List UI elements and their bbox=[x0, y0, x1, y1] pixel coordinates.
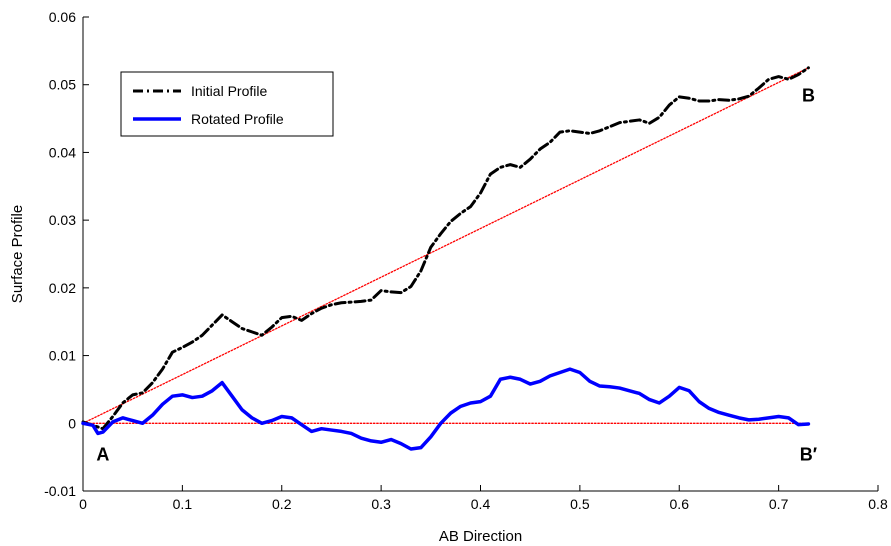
y-tick-label: 0.05 bbox=[49, 77, 76, 93]
initial-profile-line bbox=[81, 66, 810, 431]
x-tick-label: 0.5 bbox=[570, 496, 590, 512]
x-axis-title: AB Direction bbox=[439, 528, 522, 545]
y-tick-label: -0.01 bbox=[44, 483, 76, 499]
x-tick-label: 0.2 bbox=[272, 496, 292, 512]
y-tick-label: 0 bbox=[68, 415, 76, 431]
legend-box bbox=[120, 71, 334, 137]
x-tick-label: 0.4 bbox=[471, 496, 491, 512]
x-tick-label: 0.8 bbox=[868, 496, 888, 512]
x-tick-label: 0.7 bbox=[769, 496, 789, 512]
annotation-layer: A B B′ bbox=[96, 86, 817, 465]
y-tick-label: 0.01 bbox=[49, 348, 76, 364]
rotated-profile-line bbox=[81, 367, 811, 451]
y-tick-label: 0.02 bbox=[49, 280, 76, 296]
x-tick-label: 0.1 bbox=[173, 496, 193, 512]
point-label-a: A bbox=[96, 445, 109, 465]
legend: Initial Profile Rotated Profile bbox=[120, 71, 334, 137]
legend-entry: Initial Profile bbox=[191, 83, 267, 99]
y-axis-title: Surface Profile bbox=[9, 205, 26, 303]
series-layer bbox=[81, 66, 811, 451]
x-tick-label: 0.3 bbox=[371, 496, 391, 512]
reference-line bbox=[82, 67, 810, 424]
y-tick-label: 0.04 bbox=[49, 144, 76, 160]
x-tick-label: 0.6 bbox=[670, 496, 690, 512]
y-tick-label: 0.06 bbox=[49, 9, 76, 25]
axes: 0 0.1 0.2 0.3 0.4 0.5 0.6 0.7 0.8-0.0100.010.020… bbox=[44, 9, 888, 512]
point-label-b: B′ bbox=[800, 445, 817, 465]
x-tick-label: 0 bbox=[79, 496, 87, 512]
point-label-b: B bbox=[802, 86, 815, 106]
y-tick-label: 0.03 bbox=[49, 212, 76, 228]
legend-entry: Rotated Profile bbox=[191, 111, 284, 127]
